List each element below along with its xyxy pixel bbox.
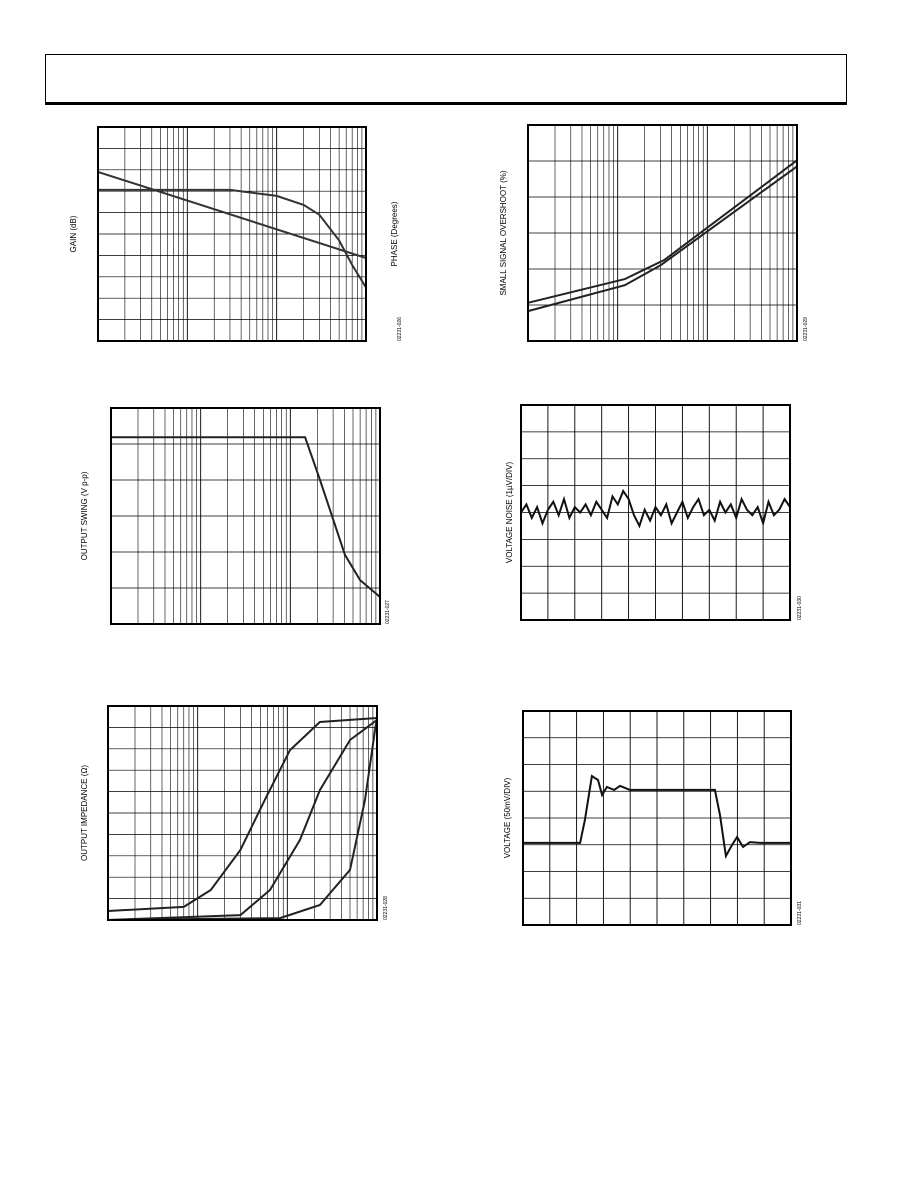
curve	[523, 774, 791, 860]
curve	[111, 436, 381, 598]
curve	[527, 159, 798, 304]
y-axis-label: OUTPUT IMPEDANCE (Ω)	[80, 765, 89, 861]
plot-frame	[527, 124, 798, 342]
y-axis-label: GAIN (dB)	[69, 215, 78, 252]
page-header	[45, 54, 847, 105]
curve	[98, 188, 367, 289]
figure-id: 02231-028	[383, 896, 389, 920]
plot-frame	[107, 705, 378, 921]
plot-frame	[522, 710, 792, 926]
figure-id: 02231-030	[797, 596, 803, 620]
y-axis-label: SMALL SIGNAL OVERSHOOT (%)	[499, 170, 508, 295]
y-axis-label: VOLTAGE (50mV/DIV)	[503, 777, 512, 858]
plot-frame	[520, 404, 791, 621]
y-axis-label: VOLTAGE NOISE (1µV/DIV)	[505, 462, 514, 564]
curve	[527, 165, 798, 313]
curve	[107, 717, 378, 921]
figure-id: 02231-027	[385, 600, 391, 624]
figure-id: 02231-031	[797, 901, 803, 925]
curve	[107, 717, 378, 912]
figure-id: 02231-026	[397, 317, 403, 341]
y2-axis-label: PHASE (Degrees)	[390, 201, 399, 266]
curve	[520, 488, 791, 529]
y-axis-label: OUTPUT SWING (V p-p)	[80, 471, 89, 560]
curve	[97, 170, 367, 259]
figure-id: 02231-029	[803, 317, 809, 341]
plot-frame	[97, 126, 367, 342]
plot-frame	[110, 407, 381, 625]
curve	[107, 719, 378, 921]
